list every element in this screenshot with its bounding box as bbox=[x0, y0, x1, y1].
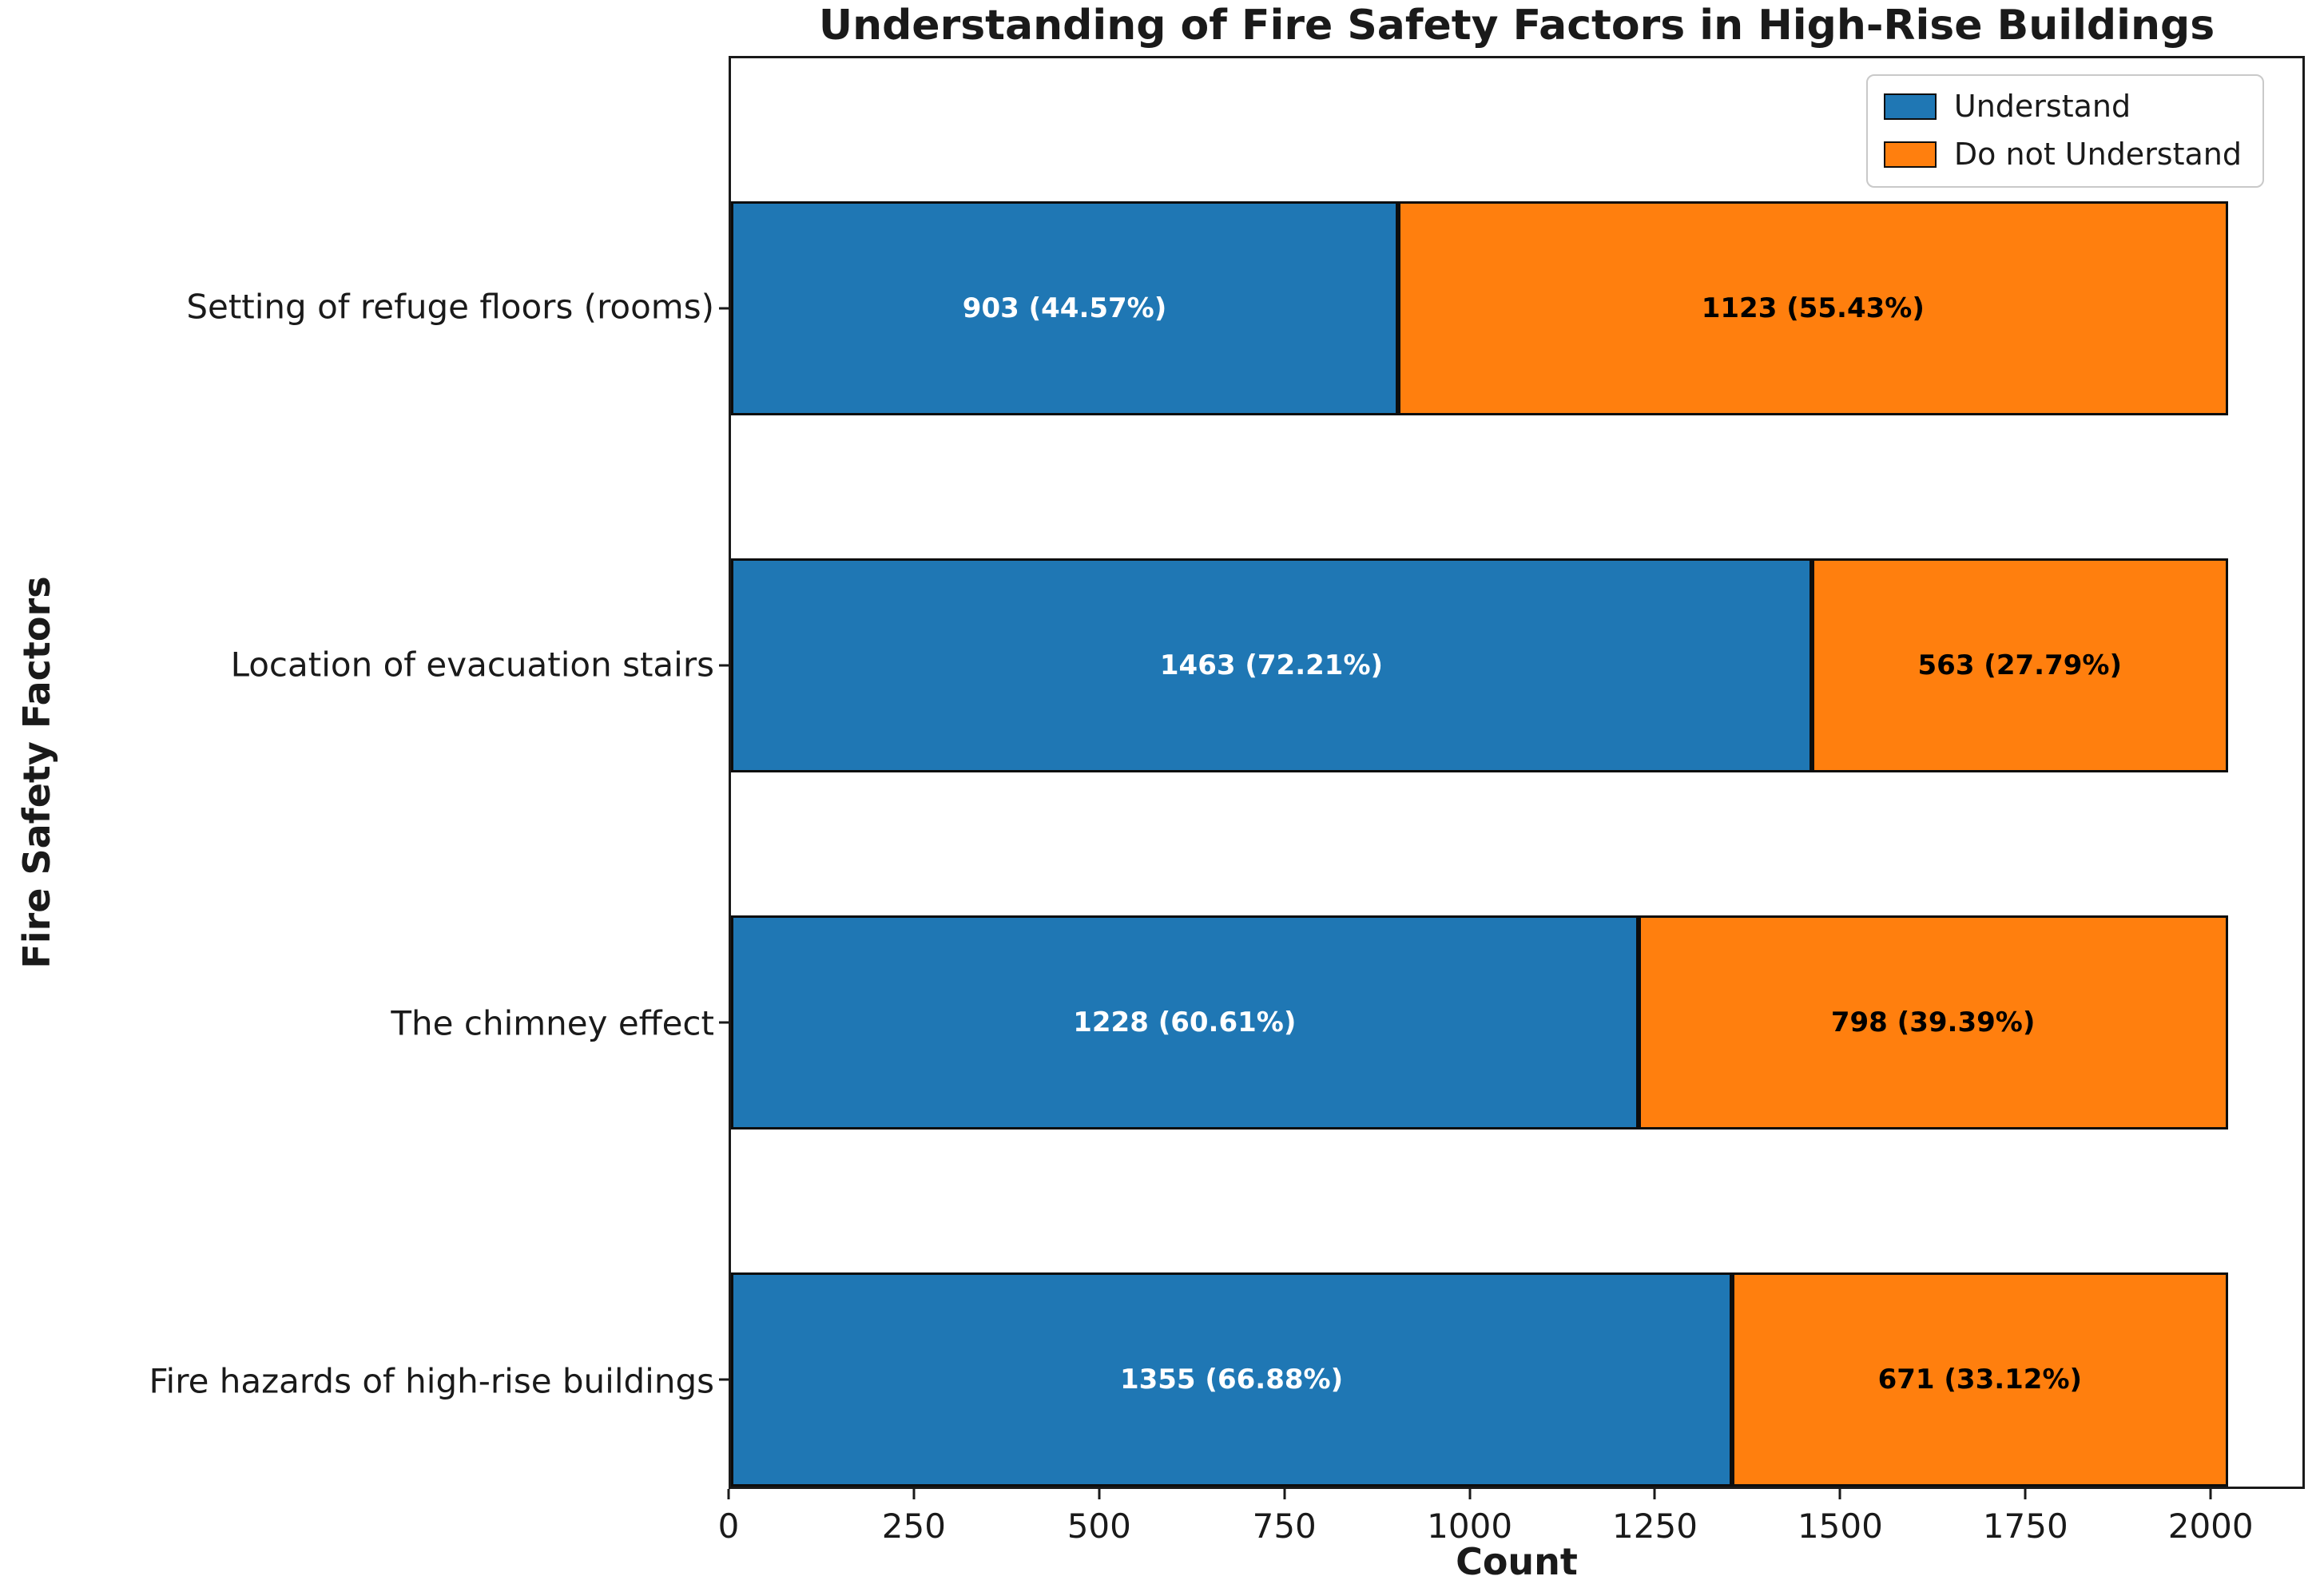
x-tick-label: 1000 bbox=[1427, 1507, 1513, 1546]
category-label: Setting of refuge floors (rooms) bbox=[186, 287, 714, 327]
bar-value-label: 1228 (60.61%) bbox=[1073, 1006, 1297, 1038]
bar-segment: 1463 (72.21%) bbox=[731, 558, 1812, 772]
x-tick-mark bbox=[1468, 1489, 1472, 1499]
bar-value-label: 903 (44.57%) bbox=[962, 292, 1167, 324]
legend-swatch bbox=[1883, 93, 1937, 120]
category-label: Fire hazards of high-rise buildings bbox=[149, 1361, 714, 1401]
x-tick-label: 1500 bbox=[1797, 1507, 1883, 1546]
x-tick-mark bbox=[2024, 1489, 2027, 1499]
bar-segment: 563 (27.79%) bbox=[1811, 558, 2228, 772]
bar-value-label: 1355 (66.88%) bbox=[1119, 1363, 1344, 1396]
bar-segment: 1355 (66.88%) bbox=[731, 1272, 1733, 1487]
y-tick-mark bbox=[719, 1021, 729, 1024]
x-tick-mark bbox=[727, 1489, 730, 1499]
y-tick-mark bbox=[719, 664, 729, 667]
y-tick-mark bbox=[719, 307, 729, 310]
y-tick-mark bbox=[719, 1378, 729, 1381]
bar-value-label: 798 (39.39%) bbox=[1830, 1006, 2036, 1038]
chart-title: Understanding of Fire Safety Factors in … bbox=[818, 2, 2215, 50]
plot-area: 903 (44.57%) 1123 (55.43%) 1463 (72.21%) 56… bbox=[719, 56, 2305, 1489]
bar-segment: 1123 (55.43%) bbox=[1398, 200, 2228, 415]
bar-value-label: 1463 (72.21%) bbox=[1159, 649, 1384, 681]
legend-entry: Do not Understand bbox=[1883, 137, 2242, 172]
x-tick-label: 750 bbox=[1252, 1507, 1317, 1546]
y-axis-category-labels: Setting of refuge floors (rooms) Location… bbox=[0, 56, 714, 1489]
x-tick-label: 0 bbox=[717, 1507, 740, 1546]
x-tick-label: 1750 bbox=[1982, 1507, 2068, 1546]
x-tick-mark bbox=[1098, 1489, 1101, 1499]
category-label: The chimney effect bbox=[391, 1003, 714, 1043]
category-label: Location of evacuation stairs bbox=[230, 645, 714, 685]
x-tick-mark bbox=[1653, 1489, 1656, 1499]
bar-value-label: 671 (33.12%) bbox=[1877, 1363, 2083, 1396]
x-tick-mark bbox=[1283, 1489, 1286, 1499]
legend-swatch bbox=[1883, 141, 1937, 168]
bar-segment: 671 (33.12%) bbox=[1732, 1272, 2228, 1487]
x-tick-mark bbox=[912, 1489, 916, 1499]
x-tick-label: 500 bbox=[1067, 1507, 1131, 1546]
bar-segment: 1228 (60.61%) bbox=[731, 915, 1639, 1130]
x-axis-label: Count bbox=[1456, 1540, 1578, 1583]
x-tick-mark bbox=[1838, 1489, 1841, 1499]
x-tick-mark bbox=[2209, 1489, 2212, 1499]
legend-label: Do not Understand bbox=[1953, 137, 2242, 172]
x-tick-label: 250 bbox=[881, 1507, 946, 1546]
legend-entry: Understand bbox=[1883, 89, 2242, 124]
bar-segment: 903 (44.57%) bbox=[731, 200, 1399, 415]
bar-segment: 798 (39.39%) bbox=[1638, 915, 2228, 1130]
legend-label: Understand bbox=[1953, 89, 2131, 124]
legend: Understand Do not Understand bbox=[1865, 74, 2264, 188]
bar-value-label: 1123 (55.43%) bbox=[1701, 292, 1925, 324]
bar-value-label: 563 (27.79%) bbox=[1917, 649, 2123, 681]
x-tick-label: 1250 bbox=[1612, 1507, 1698, 1546]
x-tick-label: 2000 bbox=[2167, 1507, 2254, 1546]
